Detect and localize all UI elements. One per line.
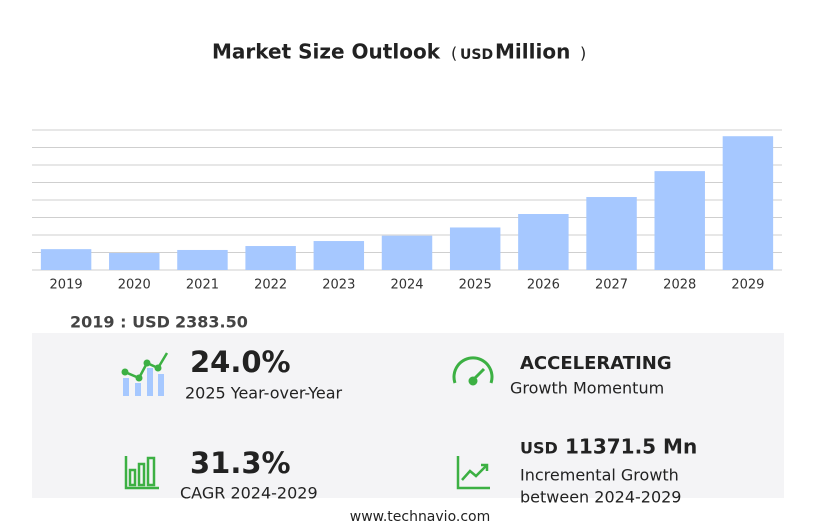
bar-chart: 2019 2020 2021 2022 2023 2024 2025 2026 2027 2028… xyxy=(32,129,782,293)
x-tick-label: 2027 xyxy=(595,278,628,293)
chart-title: Market Size Outlook xyxy=(212,40,441,64)
bar xyxy=(40,249,92,270)
bar xyxy=(313,241,365,270)
base-label: 2019 : USD xyxy=(70,313,170,332)
x-tick-label: 2019 xyxy=(50,278,83,293)
speed-icon xyxy=(452,356,494,386)
x-tick-label: 2020 xyxy=(118,278,151,293)
kpi-value: 11371.5 Mn xyxy=(565,435,697,459)
x-tick-label: 2023 xyxy=(322,278,355,293)
bar xyxy=(586,197,637,270)
increment-icon xyxy=(456,456,490,490)
base-value: 2383.50 xyxy=(175,313,248,332)
kpi-label: between 2024-2029 xyxy=(520,488,681,507)
bar xyxy=(381,235,433,270)
cagr-icon xyxy=(124,456,159,490)
growth-icon xyxy=(121,352,169,396)
x-tick-label: 2029 xyxy=(731,278,764,293)
kpi-panel xyxy=(32,333,784,498)
kpi-label: CAGR 2024-2029 xyxy=(180,484,318,503)
kpi-value: ACCELERATING xyxy=(520,353,672,374)
kpi-label: 2025 Year-over-Year xyxy=(185,384,343,403)
kpi-value: 24.0% xyxy=(190,345,291,379)
unit-currency: USD xyxy=(460,47,493,63)
kpi-currency: USD xyxy=(520,439,558,458)
x-tick-label: 2026 xyxy=(527,278,560,293)
x-tick-label: 2025 xyxy=(459,278,492,293)
unit-close: ) xyxy=(580,44,586,63)
x-tick-label: 2024 xyxy=(390,278,423,293)
unit-scale: Million xyxy=(495,40,570,64)
bar xyxy=(722,136,774,270)
x-tick-label: 2021 xyxy=(186,278,219,293)
unit-open: ( xyxy=(451,44,457,63)
bar xyxy=(177,249,228,270)
bar xyxy=(449,227,501,270)
footer: www.technavio.com xyxy=(350,509,491,525)
bar xyxy=(245,246,296,270)
bar xyxy=(654,171,705,270)
bar xyxy=(518,214,569,270)
kpi-value: 31.3% xyxy=(190,446,291,480)
bar xyxy=(109,253,160,270)
kpi-label: Incremental Growth xyxy=(520,466,679,485)
x-tick-label: 2028 xyxy=(663,278,696,293)
x-tick-label: 2022 xyxy=(254,278,287,293)
kpi-label: Growth Momentum xyxy=(510,379,664,398)
